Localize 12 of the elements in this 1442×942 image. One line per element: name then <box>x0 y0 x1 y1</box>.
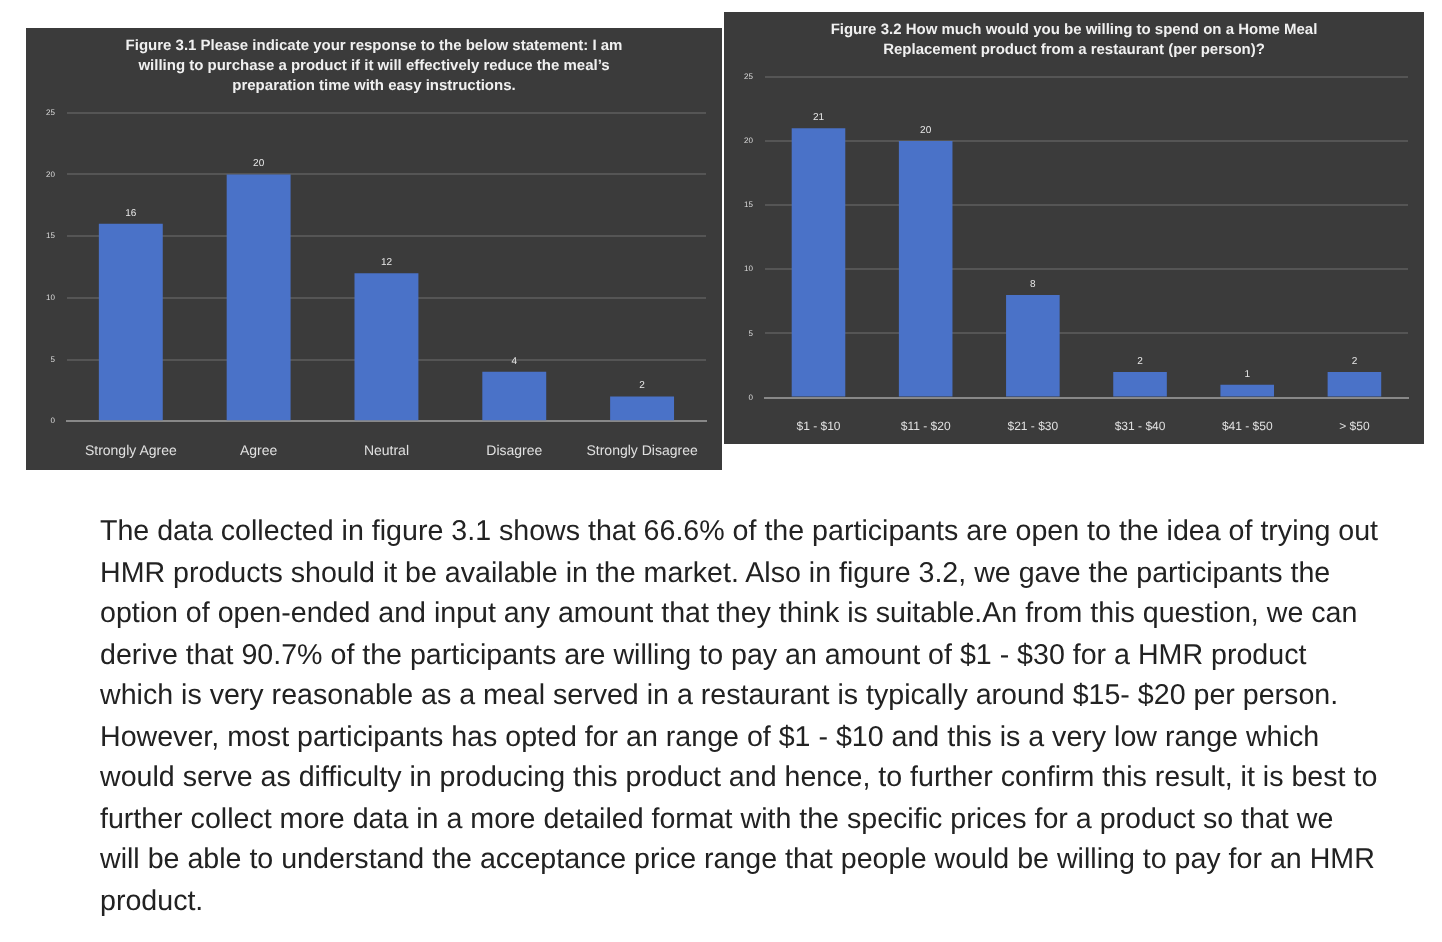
bar <box>1006 294 1060 397</box>
bar <box>610 396 675 421</box>
bar <box>1113 371 1167 397</box>
bar <box>98 223 163 421</box>
bar <box>1220 384 1275 397</box>
bar <box>898 140 953 397</box>
bar <box>482 371 547 421</box>
bar <box>1327 371 1382 397</box>
bar <box>354 273 419 421</box>
bar <box>791 128 846 397</box>
text: The data collected in figure 3.1 shows that 66.6% of the participants are open to the idea of trying out HMR products should it be available in the market. Also in figure 3.2, we gave the participants the option of open-ended and input any amount that they think is suitable.An from this question, we can derive that 90.7% of the participants are willing to pay an amount of $1 - $30 for a HMR product which is very reasonable as a meal served in a restaurant is typically around $15- $20 per person. However, most participants has opted for an range of $1 - $10 and this is a very low range which would serve as difficulty in producing this product and hence, to further confirm this result, it is best to further collect more data in a more detailed format with the specific prices for a product so that we will be able to understand the acceptance price range that people would be willing to pay for an HMR product. <box>100 516 1378 917</box>
bar <box>226 174 291 421</box>
